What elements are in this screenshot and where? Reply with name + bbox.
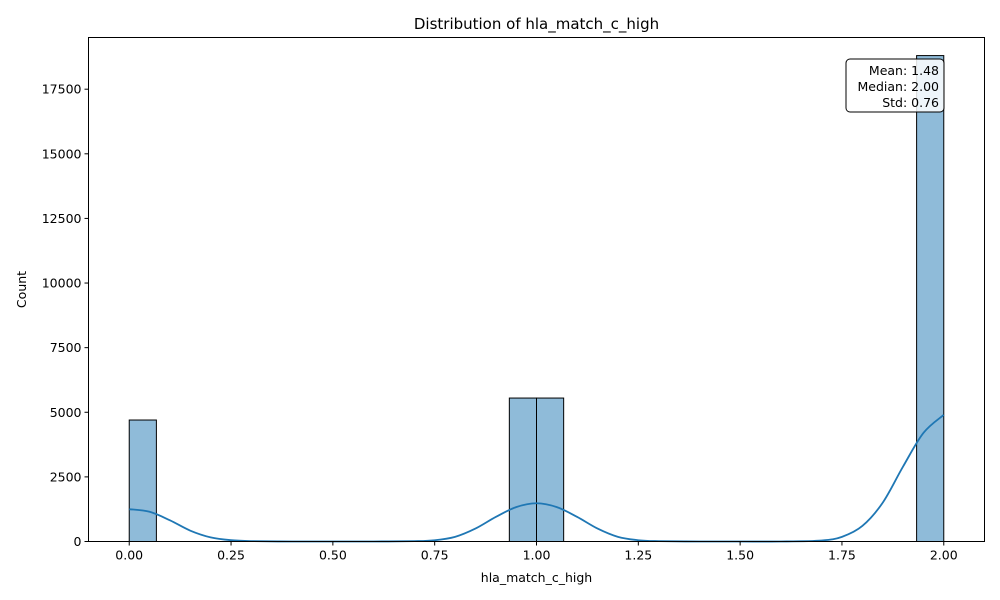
stats-std: Std: 0.76 [882,95,939,110]
x-axis-ticks: 0.00 0.25 0.50 0.75 1.00 1.25 1.50 1.75 2.00 [115,541,958,563]
chart-title: Distribution of hla_match_c_high [414,15,659,34]
x-tick-label: 1.75 [828,548,856,563]
x-tick-label: 1.00 [523,548,551,563]
x-tick-label: 1.50 [726,548,754,563]
stats-median: Median: 2.00 [858,79,940,94]
x-tick-label: 1.25 [624,548,652,563]
y-axis-ticks: 0 2500 5000 7500 10000 12500 15000 17500 [42,82,89,549]
x-tick-label: 2.00 [930,548,958,563]
y-tick-label: 5000 [50,405,82,420]
y-tick-label: 7500 [50,340,82,355]
y-tick-label: 10000 [42,276,82,291]
y-axis-label: Count [14,271,29,308]
y-tick-label: 0 [74,534,82,549]
x-tick-label: 0.25 [217,548,245,563]
stats-mean: Mean: 1.48 [869,63,939,78]
histogram-bar [536,397,565,542]
y-tick-label: 17500 [42,82,82,97]
x-tick-label: 0.50 [319,548,347,563]
x-axis-label: hla_match_c_high [481,570,592,585]
histogram-bar [508,397,537,542]
y-tick-label: 15000 [42,146,82,161]
histogram-bar [916,55,945,542]
stats-box-frame [845,58,945,113]
kde-curve [129,414,945,543]
x-tick-label: 0.75 [421,548,449,563]
histogram-bars [128,55,945,542]
histogram-bar [128,419,157,542]
y-tick-label: 12500 [42,211,82,226]
x-tick-label: 0.00 [115,548,143,563]
stats-box: Mean: 1.48 Median: 2.00 Std: 0.76 [845,58,945,113]
y-tick-label: 2500 [50,469,82,484]
